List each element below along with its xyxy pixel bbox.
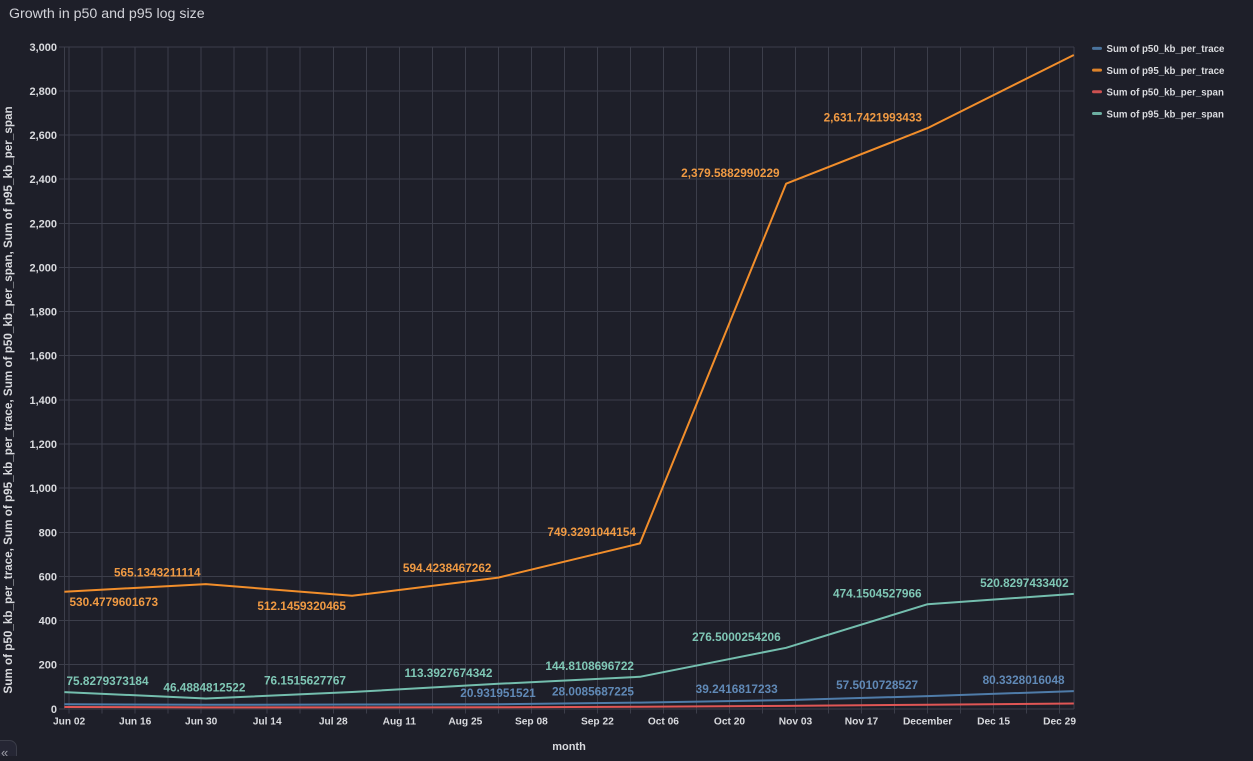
svg-text:month: month [552, 741, 586, 753]
svg-text:December: December [903, 717, 952, 728]
svg-text:«: « [1, 745, 8, 756]
svg-text:2,400: 2,400 [29, 174, 57, 186]
svg-text:Jun 30: Jun 30 [185, 717, 218, 728]
svg-text:Sum of p50_kb_per_trace, Sum o: Sum of p50_kb_per_trace, Sum of p95_kb_p… [2, 106, 15, 693]
svg-text:Sum of p50_kb_per_trace: Sum of p50_kb_per_trace [1107, 44, 1226, 55]
svg-text:Jul 28: Jul 28 [319, 717, 348, 728]
svg-text:1,800: 1,800 [29, 307, 57, 319]
svg-text:2,200: 2,200 [29, 218, 57, 230]
svg-text:Oct 06: Oct 06 [648, 717, 679, 728]
svg-text:Jul 14: Jul 14 [253, 717, 282, 728]
svg-text:474.1504527966: 474.1504527966 [833, 586, 922, 600]
svg-text:600: 600 [39, 571, 57, 583]
svg-text:Nov 17: Nov 17 [845, 717, 879, 728]
svg-text:39.2416817233: 39.2416817233 [696, 682, 778, 696]
svg-text:1,400: 1,400 [29, 395, 57, 407]
svg-text:530.4779601673: 530.4779601673 [70, 595, 159, 609]
svg-text:594.4238467262: 594.4238467262 [403, 561, 492, 575]
svg-text:Oct 20: Oct 20 [714, 717, 745, 728]
svg-text:3,000: 3,000 [29, 42, 57, 54]
svg-text:Aug 25: Aug 25 [448, 717, 482, 728]
svg-text:Jun 16: Jun 16 [119, 717, 152, 728]
svg-text:749.3291044154: 749.3291044154 [547, 525, 636, 539]
svg-text:76.1515627767: 76.1515627767 [264, 673, 346, 687]
svg-text:57.5010728527: 57.5010728527 [836, 678, 918, 692]
svg-text:1,000: 1,000 [29, 483, 57, 495]
svg-text:Dec 15: Dec 15 [977, 717, 1010, 728]
svg-text:Sum of p95_kb_per_trace: Sum of p95_kb_per_trace [1107, 66, 1226, 77]
svg-text:Dec 29: Dec 29 [1043, 717, 1076, 728]
svg-text:144.8108696722: 144.8108696722 [545, 659, 634, 673]
svg-text:Sep 22: Sep 22 [581, 717, 614, 728]
svg-text:1,600: 1,600 [29, 351, 57, 363]
svg-text:2,800: 2,800 [29, 86, 57, 98]
svg-text:0: 0 [51, 704, 57, 716]
svg-text:1,200: 1,200 [29, 439, 57, 451]
svg-text:80.3328016048: 80.3328016048 [983, 673, 1065, 687]
svg-text:2,000: 2,000 [29, 263, 57, 275]
svg-text:Sum of p50_kb_per_span: Sum of p50_kb_per_span [1107, 88, 1224, 99]
svg-text:Sum of p95_kb_per_span: Sum of p95_kb_per_span [1107, 109, 1224, 120]
svg-text:75.8279373184: 75.8279373184 [67, 674, 149, 688]
svg-text:Sep 08: Sep 08 [515, 717, 548, 728]
svg-text:400: 400 [39, 616, 57, 628]
svg-text:46.4884812522: 46.4884812522 [163, 680, 245, 694]
svg-text:276.5000254206: 276.5000254206 [692, 630, 781, 644]
svg-text:800: 800 [39, 527, 57, 539]
svg-text:2,631.7421993433: 2,631.7421993433 [824, 110, 923, 124]
svg-text:Growth in p50 and p95 log size: Growth in p50 and p95 log size [9, 6, 205, 22]
svg-text:2,600: 2,600 [29, 130, 57, 142]
svg-text:20.931951521: 20.931951521 [460, 686, 536, 700]
svg-text:28.0085687225: 28.0085687225 [552, 685, 634, 699]
svg-text:Aug 11: Aug 11 [383, 717, 417, 728]
svg-text:113.3927674342: 113.3927674342 [404, 666, 492, 680]
svg-text:200: 200 [39, 660, 57, 672]
svg-text:512.1459320465: 512.1459320465 [257, 599, 346, 613]
svg-text:Nov 03: Nov 03 [779, 717, 813, 728]
svg-text:520.8297433402: 520.8297433402 [980, 576, 1069, 590]
svg-text:565.1343211114: 565.1343211114 [114, 566, 201, 580]
svg-text:Jun 02: Jun 02 [53, 717, 86, 728]
svg-text:2,379.5882990229: 2,379.5882990229 [681, 166, 780, 180]
